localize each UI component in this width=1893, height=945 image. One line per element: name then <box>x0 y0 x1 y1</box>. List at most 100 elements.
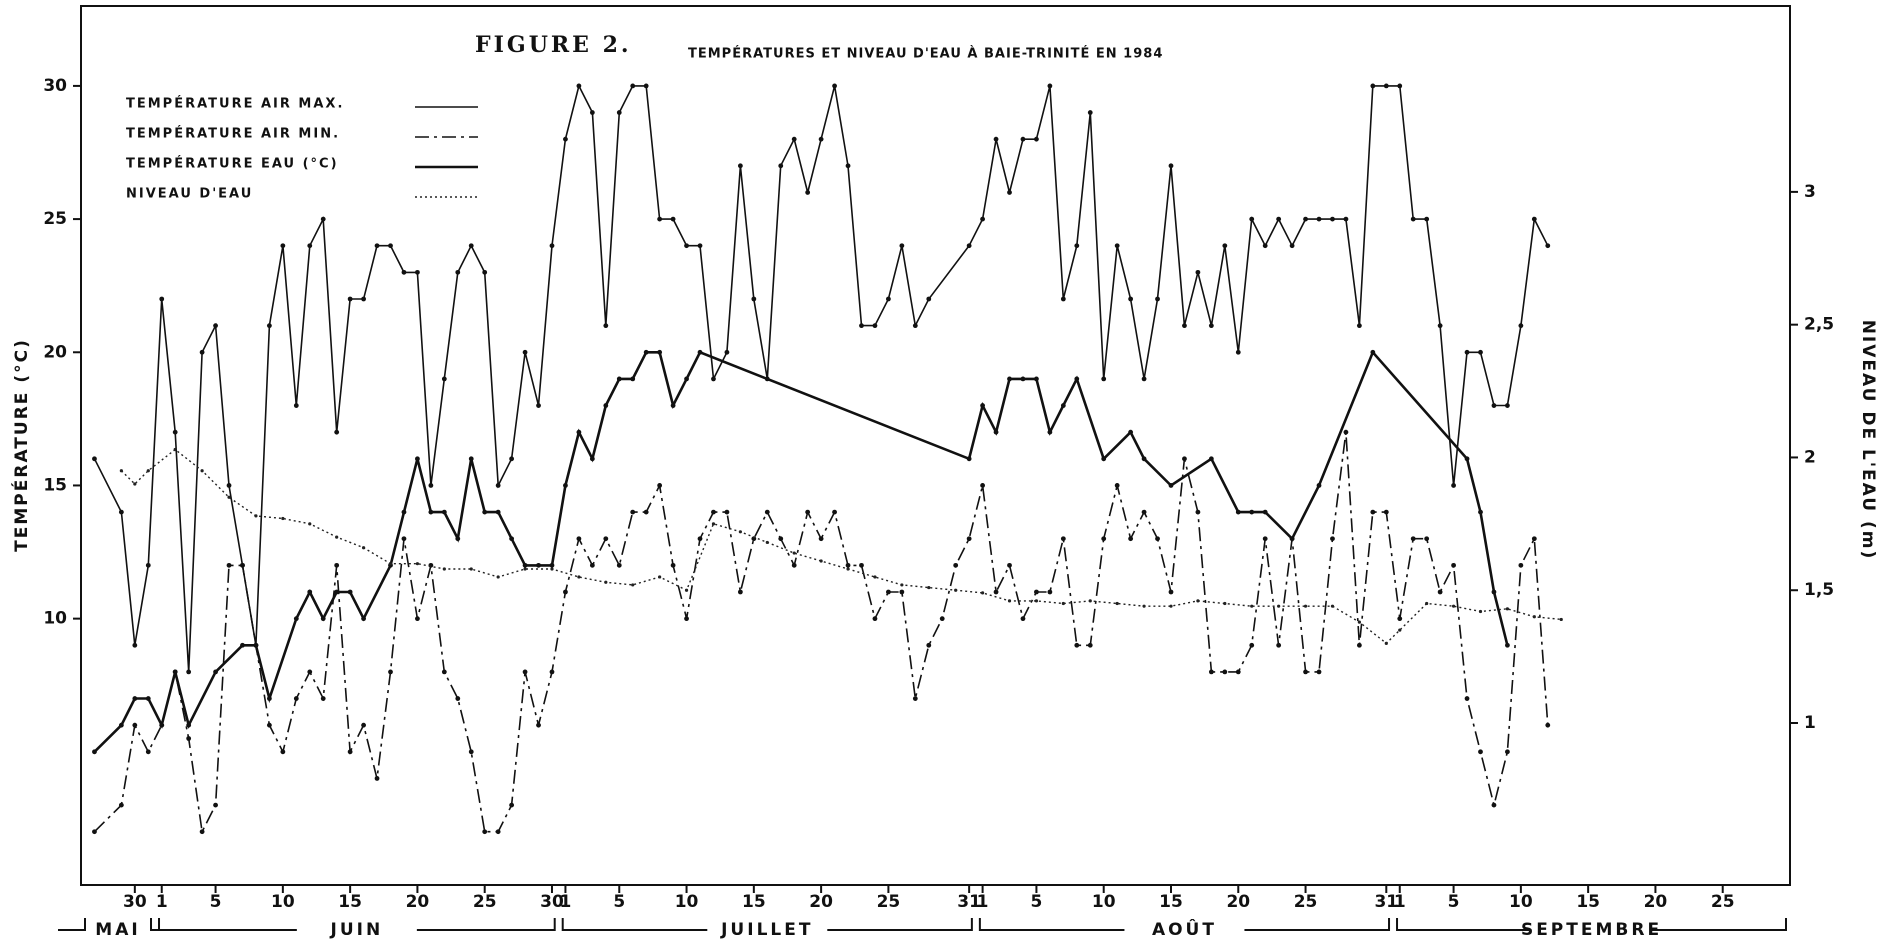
data-point <box>522 669 528 675</box>
data-point <box>845 163 851 169</box>
legend-label: NIVEAU D'EAU <box>126 187 253 202</box>
data-point <box>1410 536 1416 542</box>
data-point <box>1464 456 1470 462</box>
data-point <box>293 616 299 622</box>
y-tick-label: 30 <box>43 76 67 96</box>
data-point <box>1357 620 1361 624</box>
data-point <box>415 269 420 275</box>
data-point <box>670 216 676 222</box>
data-point <box>1101 376 1107 382</box>
data-point <box>320 616 326 622</box>
data-point <box>1424 216 1430 222</box>
data-point <box>118 509 124 515</box>
data-point <box>886 296 891 302</box>
x-tick-label: 1 <box>156 892 168 912</box>
data-point <box>307 589 313 595</box>
data-point <box>670 403 676 408</box>
data-point <box>468 243 474 249</box>
data-point <box>1505 607 1510 611</box>
data-point <box>643 349 649 355</box>
data-point <box>118 722 124 728</box>
data-point <box>1249 216 1255 222</box>
data-point <box>1424 536 1430 542</box>
data-point <box>1545 722 1551 728</box>
data-point <box>1047 589 1053 595</box>
data-point <box>374 776 380 781</box>
data-point <box>1437 589 1443 595</box>
data-point <box>415 562 420 566</box>
data-point <box>603 323 609 329</box>
data-point <box>603 536 609 542</box>
data-point <box>145 749 151 755</box>
plot-frame <box>80 5 1791 886</box>
data-point <box>132 696 138 701</box>
data-point <box>308 522 312 526</box>
data-point <box>186 722 192 728</box>
data-point <box>832 509 837 515</box>
data-point <box>1169 604 1173 608</box>
data-point <box>226 562 232 568</box>
data-point <box>199 349 205 355</box>
data-point <box>374 243 380 249</box>
data-point <box>616 562 622 568</box>
data-point <box>845 562 851 568</box>
data-point <box>697 243 703 249</box>
data-point <box>293 696 299 701</box>
data-point <box>401 269 407 275</box>
x-tick-label: 10 <box>271 892 295 912</box>
data-point <box>145 562 151 568</box>
data-point <box>1168 589 1174 595</box>
data-point <box>1235 349 1241 355</box>
chart-title: TEMPÉRATURES ET NIVEAU D'EAU À BAIE-TRIN… <box>688 46 1163 62</box>
data-point <box>495 509 501 515</box>
data-point <box>1007 376 1012 382</box>
figure-label: FIGURE 2. <box>475 32 632 58</box>
data-point <box>563 589 568 595</box>
y-tick-label: 20 <box>43 342 67 362</box>
data-point <box>1356 642 1362 648</box>
data-point <box>1303 604 1308 608</box>
x-tick-label: 1 <box>977 892 989 912</box>
data-point <box>630 376 636 382</box>
data-point <box>1223 601 1227 606</box>
data-point <box>186 669 192 675</box>
data-point <box>1249 509 1255 515</box>
data-point <box>1007 599 1012 603</box>
data-point <box>966 456 972 462</box>
data-point <box>1303 669 1308 675</box>
data-point <box>657 349 663 355</box>
data-point <box>186 736 192 741</box>
data-point <box>1464 349 1470 355</box>
data-point <box>522 349 528 355</box>
data-point <box>132 642 138 648</box>
data-point <box>482 829 488 835</box>
data-point <box>361 616 366 622</box>
data-point <box>118 802 124 808</box>
data-point <box>1195 269 1201 275</box>
data-point <box>1020 376 1026 382</box>
data-point <box>1262 243 1268 249</box>
data-point <box>1060 296 1066 302</box>
y-tick-label: 25 <box>43 209 67 229</box>
data-point <box>1182 323 1187 329</box>
data-point <box>361 296 366 302</box>
data-point <box>441 669 447 675</box>
y2-tick-label: 2,5 <box>1804 315 1834 335</box>
data-point <box>899 243 905 249</box>
data-point <box>980 591 985 595</box>
data-point <box>415 456 420 462</box>
data-point <box>711 522 716 526</box>
data-point <box>334 589 340 595</box>
data-point <box>347 749 353 755</box>
data-point <box>266 696 272 701</box>
x-tick-label: 20 <box>1644 892 1668 912</box>
data-point <box>1398 628 1402 632</box>
data-point <box>792 551 796 555</box>
month-bracket <box>1396 918 1787 931</box>
data-point <box>307 669 313 675</box>
x-tick-label: 31 <box>1374 892 1398 912</box>
data-point <box>1060 403 1066 408</box>
data-point <box>697 349 703 355</box>
data-point <box>1464 696 1470 701</box>
data-point <box>1088 599 1092 603</box>
